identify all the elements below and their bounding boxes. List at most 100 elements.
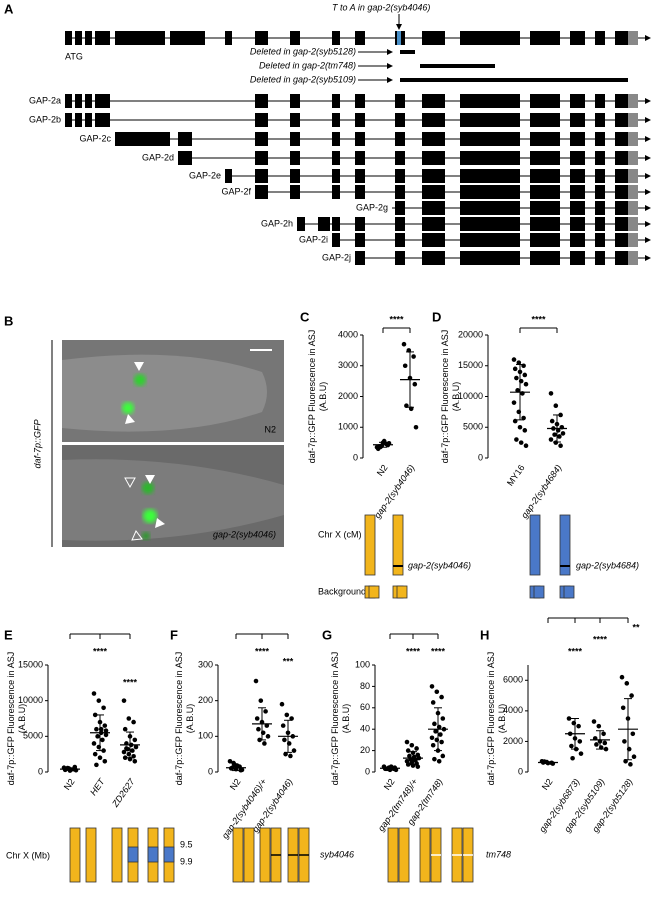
exon <box>595 113 605 127</box>
isoform-label: GAP-2d <box>142 152 174 162</box>
data-point <box>133 744 139 750</box>
data-point <box>282 737 287 743</box>
exon <box>570 201 585 215</box>
exon <box>75 113 82 127</box>
exon <box>595 31 605 45</box>
exon <box>422 201 445 215</box>
mb-label: 9.9 <box>180 856 193 866</box>
gfp <box>142 532 150 540</box>
data-point <box>620 705 626 711</box>
exon <box>530 169 560 183</box>
exon <box>355 251 365 265</box>
y-axis-label-line: daf-7p::GFP Fluorescence in ASJ <box>6 652 16 785</box>
image-label: N2 <box>264 424 276 434</box>
data-point <box>522 372 528 378</box>
data-point <box>432 756 437 762</box>
arrowhead-open <box>131 530 143 541</box>
data-point <box>405 748 411 753</box>
exon <box>615 31 628 45</box>
utr <box>628 233 638 247</box>
data-point <box>258 698 264 703</box>
data-point <box>284 712 290 718</box>
deletion-label: Deleted in gap-2(tm748) <box>259 60 356 70</box>
exon <box>85 113 92 127</box>
data-point <box>521 415 526 421</box>
exon <box>395 251 405 265</box>
background <box>396 585 408 599</box>
data-point <box>253 678 259 684</box>
data-point <box>523 381 529 387</box>
arrowhead <box>125 414 135 424</box>
gfp <box>143 509 157 523</box>
y-tick-label: 0 <box>208 766 213 776</box>
mb-label: 9.5 <box>180 839 193 849</box>
y-tick-label: 60 <box>360 702 370 712</box>
y-tick-label: 10000 <box>458 391 483 401</box>
data-point <box>288 753 293 759</box>
data-point <box>560 431 566 436</box>
data-point <box>415 764 421 769</box>
data-point <box>91 741 97 746</box>
data-point <box>227 759 233 764</box>
chromosome <box>111 827 123 883</box>
data-point <box>430 700 436 705</box>
data-point <box>96 698 102 703</box>
exon <box>75 94 82 108</box>
exon <box>570 94 585 108</box>
y-tick-label: 15000 <box>458 360 483 370</box>
x-tick-label: MY16 <box>505 463 527 488</box>
exon <box>595 169 605 183</box>
exon <box>75 31 82 45</box>
exon <box>615 185 628 199</box>
data-point <box>514 437 519 442</box>
exon <box>422 113 445 127</box>
allele-label: gap-2(syb4046) <box>408 560 471 570</box>
data-point <box>517 424 523 430</box>
exon <box>255 169 268 183</box>
data-point <box>291 748 297 753</box>
exon <box>290 113 300 127</box>
exon <box>355 132 365 146</box>
exon <box>178 151 192 165</box>
annotation: T to A in gap-2(syb4046) <box>332 2 430 12</box>
utr <box>628 169 638 183</box>
data-point <box>103 732 109 738</box>
exon <box>170 31 205 45</box>
isoform-label: GAP-2a <box>29 95 61 105</box>
exon <box>255 31 268 45</box>
data-point <box>440 716 446 721</box>
exon <box>422 31 445 45</box>
x-tick-label: N2 <box>62 777 77 792</box>
data-point <box>511 400 517 405</box>
y-axis-label-line: daf-7p::GFP Fluorescence in ASJ <box>440 330 450 463</box>
exon <box>332 169 340 183</box>
data-point <box>405 762 411 767</box>
exon <box>422 151 445 165</box>
y-axis-label: daf-7p::GFP Fluorescence in ASJ(A.B.U) <box>174 652 195 785</box>
data-point <box>578 751 584 756</box>
exon <box>530 185 560 199</box>
data-point <box>548 391 554 396</box>
exon <box>422 169 445 183</box>
y-tick-label: 3000 <box>338 360 358 370</box>
exon <box>65 94 72 108</box>
significance: **** <box>123 677 138 687</box>
data-point <box>601 731 606 737</box>
data-point <box>512 366 518 372</box>
exon <box>355 31 365 45</box>
exon <box>460 151 520 165</box>
y-axis-label: daf-7p::GFP Fluorescence in ASJ(A.B.U) <box>307 330 328 463</box>
x-tick-label: N2 <box>375 463 390 478</box>
data-point <box>570 755 575 761</box>
exon <box>95 113 110 127</box>
y-tick-label: 0 <box>365 766 370 776</box>
data-point <box>522 428 528 433</box>
data-point <box>624 681 630 686</box>
x-tick-label: N2 <box>228 777 243 792</box>
y-axis-label: daf-7p::GFP Fluorescence in ASJ(A.B.U) <box>6 652 27 785</box>
data-point <box>414 746 419 751</box>
panel-label: C <box>300 309 310 324</box>
exon <box>332 151 340 165</box>
data-point <box>102 723 108 728</box>
data-point <box>283 751 288 757</box>
